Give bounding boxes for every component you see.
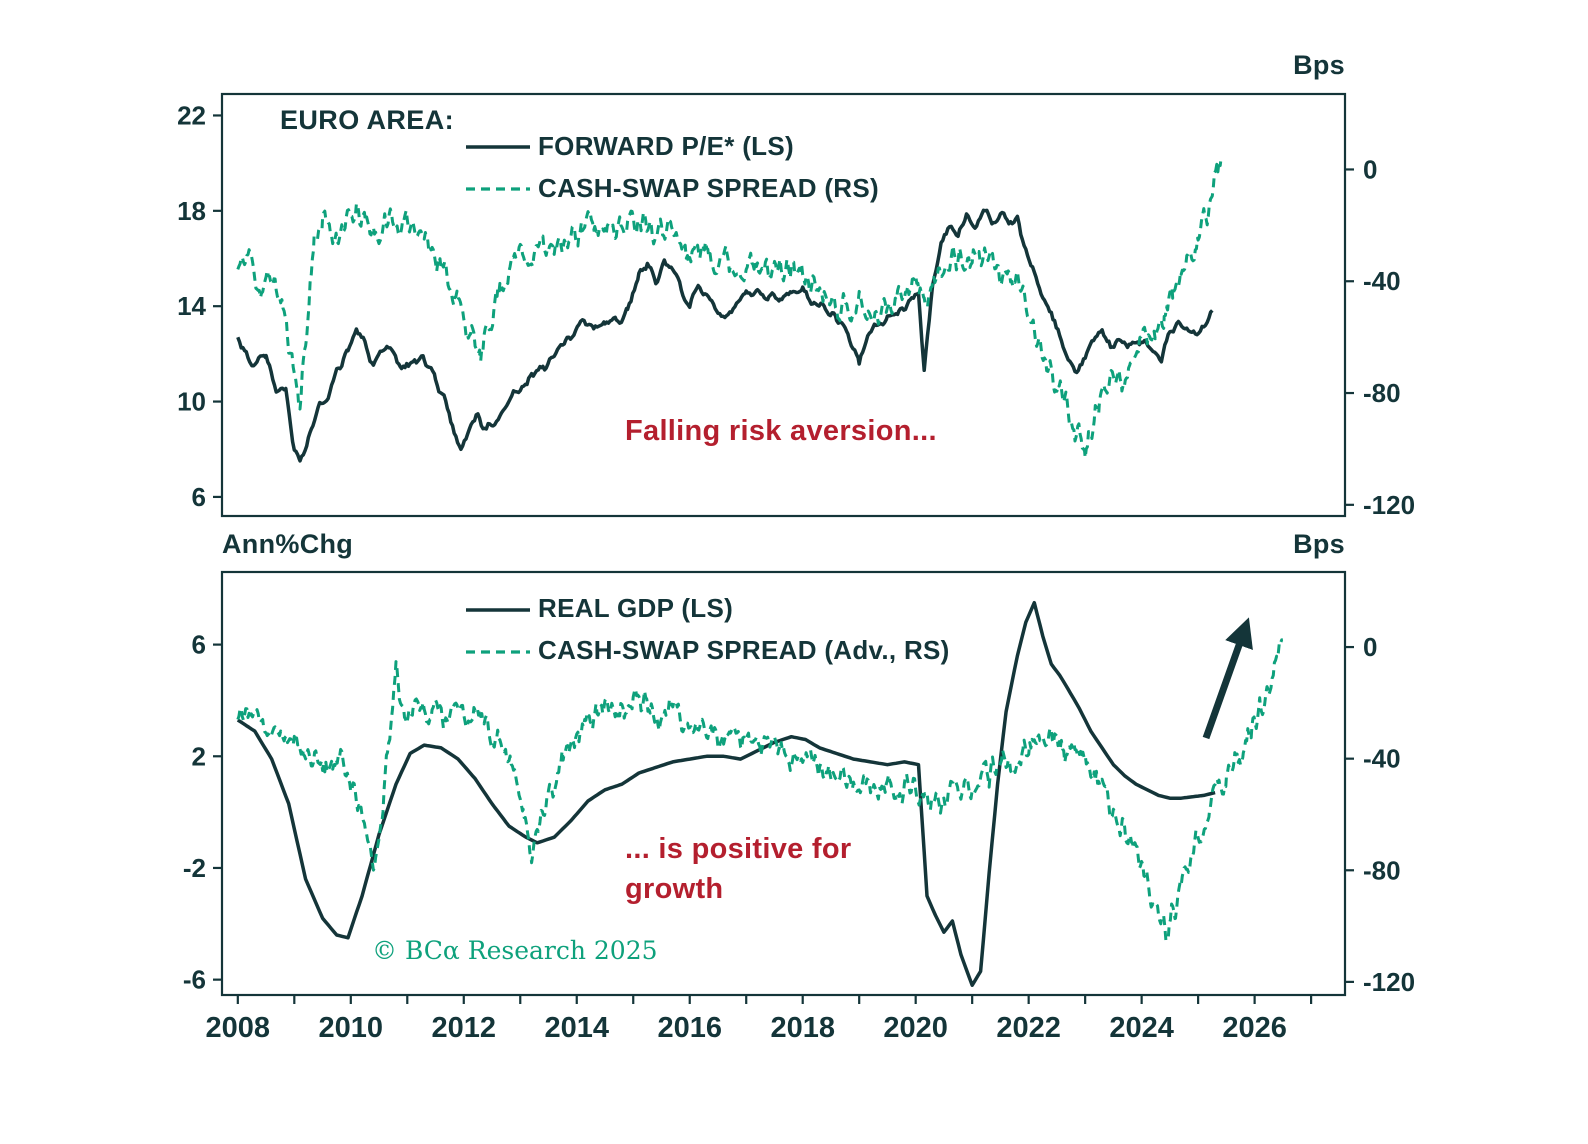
- left-axis-tick-label: 10: [177, 387, 206, 417]
- copyright-notice: © BCα Research 2025: [372, 936, 658, 965]
- left-axis-tick-label: 2: [192, 741, 206, 771]
- x-axis-year-label: 2024: [1109, 1012, 1174, 1044]
- bottom-annotation: ... is positive for growth: [625, 829, 945, 909]
- x-axis-year-label: 2018: [770, 1012, 835, 1044]
- top-right-axis-unit: Bps: [1293, 50, 1345, 80]
- right-axis-tick-label: -40: [1363, 266, 1401, 296]
- x-axis-year-label: 2008: [206, 1012, 271, 1044]
- right-axis-tick-label: -120: [1363, 967, 1415, 997]
- bottom-annotation-line2: growth: [625, 873, 724, 905]
- right-axis-tick-label: -80: [1363, 378, 1401, 408]
- cash-swap-spread-adv-line: [236, 638, 1284, 943]
- cash-swap-spread-line: [236, 159, 1223, 460]
- up-trend-arrow: [1202, 617, 1253, 740]
- left-axis-tick-label: 14: [177, 291, 206, 321]
- left-axis-tick-label: 22: [177, 100, 206, 130]
- right-axis-tick-label: -40: [1363, 744, 1401, 774]
- bottom-right-axis-unit: Bps: [1293, 529, 1345, 559]
- left-axis-tick-label: 18: [177, 196, 206, 226]
- right-axis-tick-label: -120: [1363, 490, 1415, 520]
- bottom-left-axis-unit: Ann%Chg: [222, 529, 354, 559]
- bottom-legend-label-cash-swap-spread-adv: CASH-SWAP SPREAD (Adv., RS): [538, 635, 950, 665]
- x-axis-year-label: 2020: [883, 1012, 948, 1044]
- top-panel-border: [220, 92, 1347, 518]
- x-axis-year-label: 2016: [657, 1012, 722, 1044]
- x-axis-year-label: 2022: [996, 1012, 1061, 1044]
- bottom-legend-label-real-gdp: REAL GDP (LS): [538, 593, 734, 623]
- left-axis-tick-label: -2: [183, 853, 206, 883]
- top-legend-label-cash-swap-spread: CASH-SWAP SPREAD (RS): [538, 173, 879, 203]
- forward-pe-line: [236, 208, 1214, 463]
- right-axis-tick-label: 0: [1363, 632, 1377, 662]
- x-axis-year-label: 2014: [544, 1012, 609, 1044]
- left-axis-tick-label: 6: [192, 482, 206, 512]
- x-axis-year-label: 2026: [1222, 1012, 1287, 1044]
- bottom-annotation-line1: ... is positive for: [625, 833, 852, 865]
- left-axis-tick-label: 6: [192, 630, 206, 660]
- top-annotation: Falling risk aversion...: [625, 415, 937, 447]
- x-axis-year-label: 2012: [432, 1012, 497, 1044]
- bottom-panel-border: [220, 570, 1347, 997]
- x-axis-year-label: 2010: [319, 1012, 384, 1044]
- right-axis-tick-label: -80: [1363, 855, 1401, 885]
- top-legend-label-forward-pe: FORWARD P/E* (LS): [538, 131, 794, 161]
- real-gdp-line: [236, 600, 1216, 987]
- top-legend-title: EURO AREA:: [280, 105, 455, 135]
- left-axis-tick-label: -6: [183, 965, 206, 995]
- right-axis-tick-label: 0: [1363, 154, 1377, 184]
